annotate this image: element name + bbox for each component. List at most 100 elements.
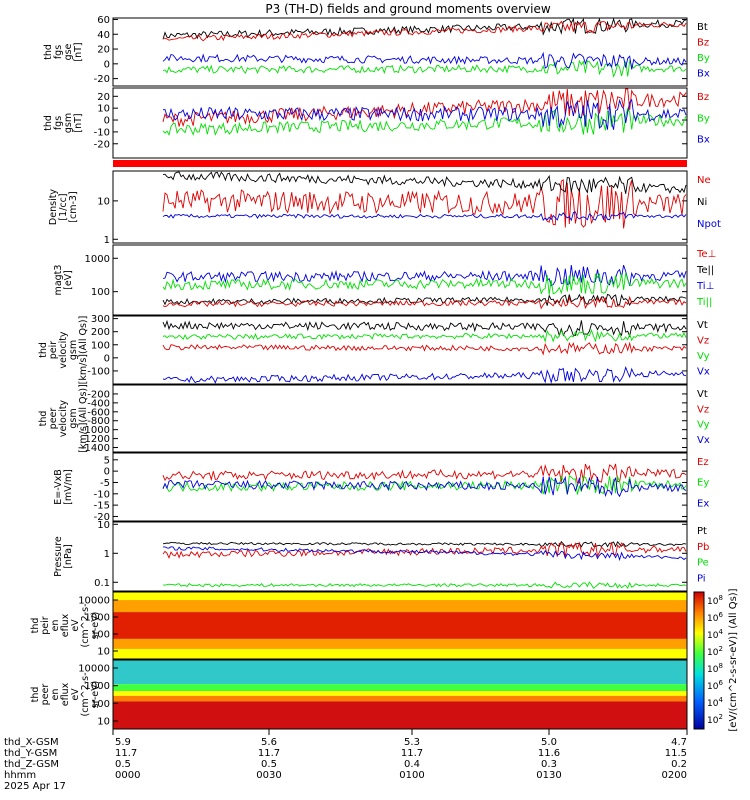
- spectrogram-band: [113, 695, 687, 702]
- panel-fgs-gse: thd fgs gse [nT] 60 40 20 0 -20 Bt Bz By Bx: [43, 15, 710, 87]
- y-tick-label: -1200: [81, 434, 110, 445]
- y-tick-label: -200: [87, 389, 110, 400]
- legend-entry: Ni: [697, 197, 707, 208]
- y-axis-label: fgs: [53, 116, 64, 130]
- y-axis-label: magt3: [53, 265, 64, 296]
- y-axis-label: [km/s](All Qs)]: [78, 316, 89, 385]
- series-Ti⊥: [162, 264, 687, 287]
- y-tick-label: 0: [104, 59, 110, 70]
- y-tick-label: 100: [91, 630, 110, 641]
- series-Ex: [162, 475, 687, 498]
- legend-entry: Bz: [697, 92, 709, 103]
- y-tick-label: 1: [104, 549, 110, 560]
- y-tick-label: 5: [104, 455, 110, 466]
- y-axis-label: gsm: [63, 113, 74, 133]
- series-Ez: [162, 463, 687, 484]
- colorbar-label: [eV/(cm^2-s-sr-eV)] (All Qs)]: [728, 588, 739, 731]
- colorbar-tick-label: 108: [707, 594, 723, 607]
- x-row-label: hhmm: [4, 770, 36, 781]
- legend-entry: Vz: [697, 336, 709, 347]
- y-tick-label: 10: [97, 717, 110, 728]
- y-axis-label: eflux: [60, 613, 71, 637]
- y-axis-label: sr-eV): [90, 612, 101, 640]
- series-Pb: [162, 541, 687, 560]
- legend-entry: Pt: [697, 526, 707, 537]
- x-row-value: 5.9: [115, 737, 131, 748]
- legend-entry: Pb: [697, 542, 709, 553]
- x-row-label: thd_Y-GSM: [4, 748, 57, 759]
- series-By: [162, 107, 687, 137]
- y-tick-label: 100: [91, 699, 110, 710]
- y-axis-label: peir: [40, 616, 51, 635]
- series-Ey: [162, 474, 687, 495]
- x-row-value: 5.6: [261, 737, 277, 748]
- panel-frame: [112, 17, 688, 87]
- y-tick-label: -10: [94, 489, 110, 500]
- y-tick-label: 60: [97, 15, 110, 26]
- x-row-value: 0100: [399, 770, 424, 781]
- colorbar-tick-label: 106: [707, 679, 723, 692]
- y-tick-label: -10: [94, 127, 110, 138]
- y-axis-label: eV: [70, 688, 81, 701]
- y-axis-label: sr-eV): [90, 681, 101, 709]
- y-tick-label: -20: [94, 139, 110, 150]
- legend-entry: Vy: [697, 351, 710, 362]
- y-axis-label: fgs: [53, 45, 64, 59]
- x-date: 2025 Apr 17: [4, 781, 66, 792]
- y-axis-label: gse: [63, 43, 74, 60]
- y-tick-label: 10: [97, 647, 110, 658]
- y-tick-label: 10000: [78, 664, 110, 675]
- figure-title: P3 (TH-D) fields and ground moments over…: [265, 2, 550, 16]
- x-row-value: 11.5: [665, 748, 687, 759]
- colorbar-tick-label: 108: [707, 662, 723, 675]
- series-Vy: [162, 329, 687, 344]
- series-Vx: [162, 366, 687, 385]
- y-tick-label: 300: [91, 314, 110, 325]
- y-axis-label: [nT]: [73, 113, 84, 132]
- separator-band: [113, 160, 687, 167]
- y-axis-label: [1/cc]: [58, 193, 69, 220]
- y-tick-label: 10: [97, 196, 110, 207]
- y-axis-label: [mV/m]: [63, 469, 74, 505]
- legend-entry: Ti||: [696, 297, 712, 308]
- x-row-value: 4.7: [671, 737, 687, 748]
- series-By: [162, 59, 687, 79]
- y-axis-label: velocity: [58, 400, 69, 438]
- y-axis-label: thd: [30, 687, 41, 703]
- panel-frame: [112, 591, 688, 660]
- panel-frame: [112, 521, 688, 592]
- series-Npot: [162, 211, 687, 222]
- y-tick-label: 100: [91, 287, 110, 298]
- panel-frame: [112, 452, 688, 522]
- spectrogram-band: [113, 660, 687, 685]
- y-axis-label: [eV]: [63, 270, 74, 290]
- y-axis-label: thd: [38, 342, 49, 358]
- y-tick-label: 10: [97, 104, 110, 115]
- y-tick-label: 0.1: [94, 578, 110, 589]
- colorbar-gradient: [693, 591, 705, 730]
- x-row-value: 0.5: [261, 759, 277, 770]
- x-row-value: 0.5: [115, 759, 131, 770]
- x-row-value: 5.0: [541, 737, 557, 748]
- y-axis-label: eflux: [60, 682, 71, 706]
- y-axis-label: (cm^2-s-: [80, 604, 91, 648]
- x-row-label: thd_Z-GSM: [4, 759, 59, 770]
- x-row-value: 0030: [256, 770, 281, 781]
- spectrogram-band: [113, 648, 687, 659]
- spectrogram-band: [113, 592, 687, 601]
- colorbar-tick-label: 104: [707, 628, 723, 641]
- y-tick-label: -5: [100, 478, 110, 489]
- y-tick-label: 1000: [85, 613, 110, 624]
- x-row-value: 5.3: [404, 737, 420, 748]
- y-axis-label: [cm-3]: [68, 191, 79, 222]
- spectrogram-band: [113, 600, 687, 613]
- legend-entry: Vt: [697, 320, 708, 331]
- series-Vz: [162, 341, 687, 356]
- x-axis-labels: thd_X-GSM 5.9 5.6 5.3 5.0 4.7 thd_Y-GSM 11.7 11.…: [4, 729, 688, 792]
- spectrogram-band: [113, 612, 687, 639]
- y-axis-label: thd: [38, 411, 49, 427]
- legend-entry: Vy: [697, 420, 710, 431]
- legend-entry: Te||: [696, 265, 714, 276]
- y-axis-label: thd: [43, 115, 54, 131]
